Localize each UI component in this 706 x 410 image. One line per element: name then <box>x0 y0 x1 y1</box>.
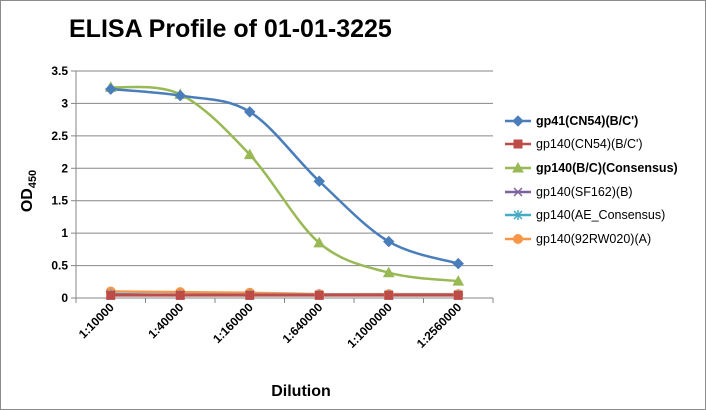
legend-item: gp41(CN54)(B/C') <box>505 109 678 133</box>
series-line-3 <box>110 85 459 283</box>
series-line-1 <box>110 87 459 265</box>
x-tick-label: 1:40000 <box>145 300 186 341</box>
y-tick-label: 1.5 <box>51 194 68 208</box>
legend-label: gp140(92RW020)(A) <box>536 231 652 246</box>
x-tick-label: 1:1000000 <box>344 300 395 351</box>
legend-label: gp140(AE_Consensus) <box>536 208 666 223</box>
data-point-series-3 <box>452 275 465 286</box>
y-tick-label: 0 <box>61 291 68 305</box>
data-point-series-2 <box>106 290 116 300</box>
axes <box>71 70 494 303</box>
data-point-series-2 <box>314 290 324 300</box>
legend: gp41(CN54)(B/C') gp140(CN54)(B/C') gp140(B… <box>505 109 678 251</box>
legend-key-triangle <box>505 161 531 173</box>
x-tick-label: 1:640000 <box>280 300 326 346</box>
data-point-series-1 <box>105 83 117 95</box>
y-tick-label: 2.5 <box>51 129 68 143</box>
data-point-series-1 <box>313 175 325 187</box>
legend-key-circle <box>505 233 531 244</box>
data-point-series-2 <box>175 290 185 300</box>
data-point-series-2 <box>384 290 394 300</box>
x-axis-label: Dilution <box>271 383 331 400</box>
legend-label: gp140(CN54)(B/C') <box>536 137 643 152</box>
data-point-series-2 <box>245 290 255 300</box>
y-tick-label: 1 <box>61 226 68 240</box>
legend-item: gp140(92RW020)(A) <box>505 227 678 251</box>
data-point-series-1 <box>244 106 256 118</box>
legend-key-star <box>505 210 531 221</box>
y-axis-label-subscript: 450 <box>27 169 40 189</box>
legend-key-diamond <box>505 115 531 127</box>
x-tick-label: 1:10000 <box>76 300 117 341</box>
y-tick-labels: 0 0.5 1 1.5 2 2.5 3 3.5 <box>51 64 68 305</box>
y-tick-label: 3 <box>61 96 68 110</box>
x-tick-label: 1:160000 <box>210 300 256 346</box>
data-point-series-2 <box>453 290 463 300</box>
legend-label: gp140(SF162)(B) <box>536 184 633 199</box>
y-tick-label: 0.5 <box>51 259 68 273</box>
y-tick-label: 3.5 <box>51 64 68 78</box>
data-point-series-3 <box>313 236 326 248</box>
series-markers <box>104 81 465 300</box>
y-axis-label-main: OD <box>18 188 36 213</box>
legend-item: gp140(B/C)(Consensus) <box>505 156 678 180</box>
chart-title: ELISA Profile of 01-01-3225 <box>69 15 392 43</box>
data-point-series-1 <box>452 257 464 270</box>
legend-label: gp41(CN54)(B/C') <box>536 113 639 128</box>
legend-item: gp140(SF162)(B) <box>505 180 678 204</box>
y-tick-label: 2 <box>61 161 68 175</box>
legend-item: gp140(CN54)(B/C') <box>505 133 678 157</box>
series-lines <box>110 85 459 297</box>
data-point-series-3 <box>382 266 395 278</box>
x-tick-labels: 1:10000 1:40000 1:160000 1:640000 1:1000000 1… <box>76 300 465 351</box>
legend-label: gp140(B/C)(Consensus) <box>536 160 678 175</box>
x-tick-label: 1:2560000 <box>414 300 465 351</box>
gridlines <box>76 70 493 267</box>
y-axis-label: OD450 <box>9 161 49 221</box>
legend-key-square <box>505 139 531 149</box>
legend-key-x <box>505 187 531 197</box>
data-point-series-1 <box>174 89 186 102</box>
legend-item: gp140(AE_Consensus) <box>505 203 678 227</box>
data-point-series-3 <box>243 148 256 160</box>
data-point-series-1 <box>383 235 395 248</box>
